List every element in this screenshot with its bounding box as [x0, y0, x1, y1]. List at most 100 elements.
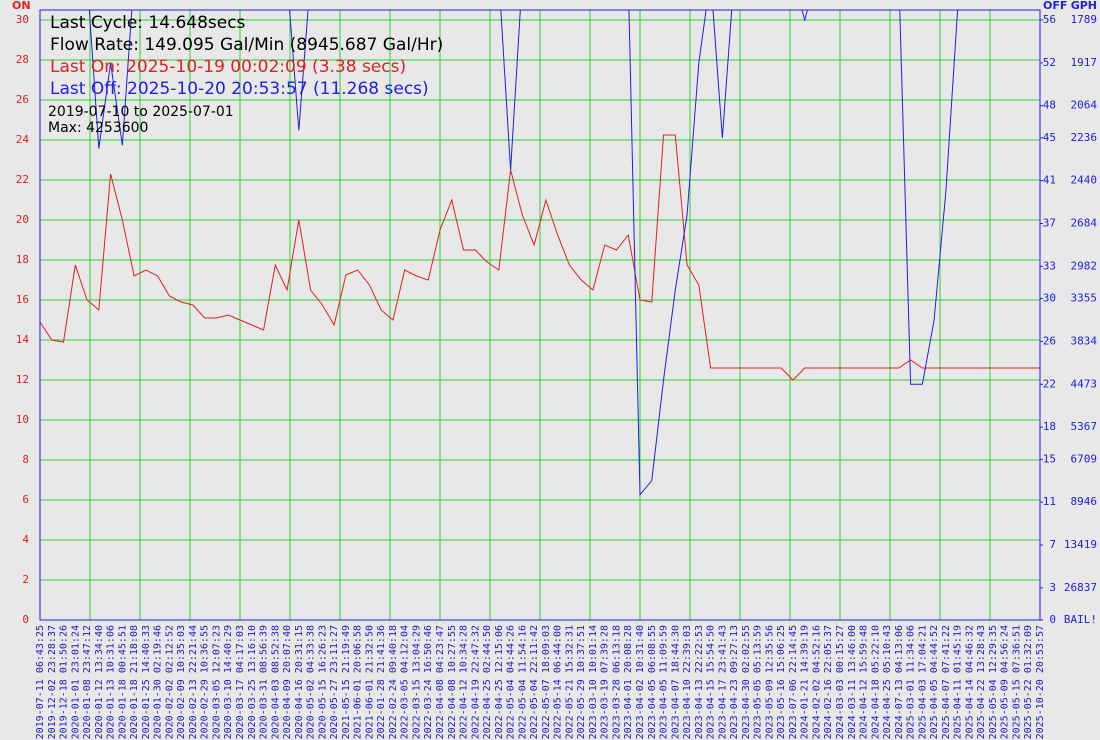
x-tick-label: 2022-05-04 04:44:26 [506, 625, 517, 739]
gph-tick-label: 1789 [1071, 13, 1098, 26]
annotation: Last Off: 2025-10-20 20:53:57 (11.268 se… [50, 79, 429, 99]
y-tick-label: 30 [16, 13, 29, 26]
x-tick-label: 2022-03-24 16:50:46 [423, 625, 434, 739]
x-tick-label: 2023-05-16 15:06:25 [776, 625, 787, 739]
x-tick-label: 2020-04-09 20:07:40 [282, 625, 293, 739]
gph-tick-label: BAIL! [1064, 613, 1097, 626]
x-tick-label: 2023-04-15 15:54:50 [706, 625, 717, 739]
x-tick-label: 2024-02-02 04:52:16 [811, 625, 822, 739]
x-tick-label: 2020-01-25 14:40:33 [141, 625, 152, 739]
x-tick-label: 2024-03-11 13:46:00 [847, 625, 858, 739]
plot-border [39, 9, 1041, 621]
x-tick-label: 2020-02-09 10:35:03 [176, 625, 187, 739]
y-tick-label: 18 [16, 253, 29, 266]
x-tick-label: 2024-07-13 04:13:06 [894, 625, 905, 739]
x-tick-label: 2020-01-08 23:47:12 [82, 625, 93, 739]
right-axis-header: OFF [1043, 0, 1067, 12]
y2-tick-label: 0 [1049, 613, 1056, 626]
x-tick-label: 2022-04-08 04:23:47 [435, 625, 446, 739]
y2-tick-label: 22 [1043, 377, 1056, 390]
grid [40, 10, 1040, 621]
x-tick-label: 2020-03-31 08:56:39 [259, 625, 270, 739]
x-tick-label: 2020-05-15 16:26:23 [317, 625, 328, 739]
left-axis-header: ON [12, 0, 31, 12]
y2-tick-label: 15 [1043, 452, 1056, 465]
gph-tick-label: 2064 [1071, 99, 1098, 112]
annotation: Last Cycle: 14.648secs [50, 13, 246, 33]
x-tick-label: 2020-04-03 08:52:38 [270, 625, 281, 739]
x-tick-label: 2022-05-21 15:32:31 [564, 625, 575, 739]
x-tick-label: 2023-04-07 18:44:30 [670, 625, 681, 739]
x-tick-label: 2023-04-23 09:27:13 [729, 625, 740, 739]
x-tick-label: 2024-04-12 15:59:48 [859, 625, 870, 739]
x-tick-label: 2022-03-05 04:12:04 [400, 625, 411, 739]
x-tick-label: 2025-10-20 20:53:57 [1035, 625, 1046, 739]
x-tick-label: 2020-02-29 10:36:55 [200, 625, 211, 739]
gph-tick-label: 3834 [1071, 334, 1098, 347]
y-tick-label: 28 [16, 53, 29, 66]
x-tick-label: 2022-03-15 13:04:29 [411, 625, 422, 739]
x-tick-label: 2023-04-10 22:39:03 [682, 625, 693, 739]
x-tick-label: 2021-06-01 20:06:58 [353, 625, 364, 739]
x-tick-label: 2021-06-01 21:32:50 [364, 625, 375, 739]
y-tick-label: 20 [16, 213, 29, 226]
x-tick-label: 2023-04-01 20:08:28 [623, 625, 634, 739]
x-tick-label: 2023-04-17 23:41:43 [717, 625, 728, 739]
annotation: Last On: 2025-10-19 00:02:09 (3.38 secs) [50, 57, 406, 77]
gph-tick-label: 6709 [1071, 452, 1098, 465]
x-tick-label: 2023-03-28 06:13:18 [611, 625, 622, 739]
x-tick-label: 2020-01-18 00:45:51 [117, 625, 128, 739]
x-tick-label: 2022-05-04 11:54:16 [517, 625, 528, 739]
gph-tick-label: 4473 [1071, 377, 1098, 390]
x-tick-label: 2025-04-07 07:41:22 [941, 625, 952, 739]
y-tick-label: 14 [16, 333, 30, 346]
gph-tick-label: 26837 [1064, 581, 1097, 594]
x-tick-label: 2025-04-14 04:46:32 [964, 625, 975, 739]
y-tick-label: 6 [22, 493, 29, 506]
plot-lines [40, 10, 1040, 496]
y-tick-label: 0 [22, 613, 29, 626]
x-tick-label: 2024-03-03 00:15:27 [835, 625, 846, 739]
x-tick-label: 2024-01-21 14:39:19 [800, 625, 811, 739]
x-tick-label: 2023-04-30 02:02:55 [741, 625, 752, 739]
x-tick-label: 2025-05-15 07:36:51 [1011, 625, 1022, 739]
x-tick-label: 2023-07-06 22:14:45 [788, 625, 799, 739]
x-tick-label: 2020-01-01 23:01:24 [70, 625, 81, 739]
y2-tick-label: 26 [1043, 334, 1056, 347]
y2-tick-label: 37 [1043, 217, 1056, 230]
gph-tick-label: 3355 [1071, 292, 1098, 305]
x-tick-label: 2020-01-13 10:31:06 [106, 625, 117, 739]
x-tick-label: 2023-04-13 22:22:53 [694, 625, 705, 739]
y2-tick-label: 11 [1043, 495, 1056, 508]
y-tick-label: 12 [16, 373, 29, 386]
x-tick-label: 2023-03-19 07:39:28 [600, 625, 611, 739]
x-tick-label: 2025-04-11 01:45:19 [953, 625, 964, 739]
x-tick-label: 2019-07-11 06:43:25 [35, 625, 46, 739]
x-tick-label: 2025-04-22 13:28:43 [976, 625, 987, 739]
x-tick-label: 2020-03-25 13:16:10 [247, 625, 258, 739]
x-tick-label: 2022-04-12 10:34:28 [459, 625, 470, 739]
x-tick-label: 2019-12-02 23:28:37 [47, 625, 58, 739]
gph-tick-label: 2440 [1071, 174, 1098, 187]
y2-tick-label: 30 [1043, 292, 1056, 305]
annotation: Flow Rate: 149.095 Gal/Min (8945.687 Gal… [50, 35, 443, 55]
x-tick-label: 2022-04-19 22:47:32 [470, 625, 481, 739]
y2-tick-label: 45 [1043, 131, 1056, 144]
x-tick-label: 2025-04-05 04:44:52 [929, 625, 940, 739]
series-line [40, 134, 1040, 381]
x-tick-label: 2022-05-29 10:37:51 [576, 625, 587, 739]
x-tick-label: 2020-01-18 21:18:08 [129, 625, 140, 739]
note: 2019-07-10 to 2025-07-01 [48, 104, 234, 120]
y-tick-label: 24 [16, 133, 30, 146]
x-tick-label: 2022-04-25 02:44:50 [482, 625, 493, 739]
gph-tick-label: 1917 [1071, 56, 1098, 69]
x-tick-label: 2023-04-02 10:31:40 [635, 625, 646, 739]
gph-axis-header: GPH [1071, 0, 1097, 12]
y2-tick-label: 33 [1043, 259, 1056, 272]
x-tick-label: 2022-05-14 06:44:00 [553, 625, 564, 739]
x-tick-label: 2020-03-10 14:40:29 [223, 625, 234, 739]
gph-tick-label: 2236 [1071, 131, 1098, 144]
y2-tick-label: 18 [1043, 420, 1056, 433]
